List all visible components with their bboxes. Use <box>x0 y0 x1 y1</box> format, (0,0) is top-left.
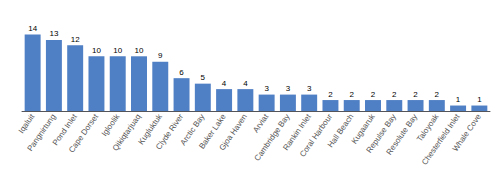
svg-text:Coral Harbour: Coral Harbour <box>298 112 334 159</box>
svg-text:Qikiqtarjuaq: Qikiqtarjuaq <box>111 112 143 152</box>
svg-text:Rankin Inlet: Rankin Inlet <box>281 112 313 153</box>
svg-text:Cape Dorset: Cape Dorset <box>67 112 101 155</box>
svg-text:3: 3 <box>264 84 269 93</box>
svg-text:Iqaluit: Iqaluit <box>17 112 37 135</box>
svg-text:Pangnirtung: Pangnirtung <box>25 112 57 153</box>
svg-text:2: 2 <box>392 90 397 99</box>
svg-text:2: 2 <box>350 90 355 99</box>
svg-text:Cambridge Bay: Cambridge Bay <box>253 112 292 162</box>
svg-text:Pond Inlet: Pond Inlet <box>50 112 79 148</box>
svg-text:Baker Lake: Baker Lake <box>197 112 228 151</box>
svg-text:2: 2 <box>328 90 333 99</box>
svg-text:Repulse Bay: Repulse Bay <box>364 112 398 155</box>
svg-text:6: 6 <box>179 68 184 77</box>
svg-text:10: 10 <box>113 46 122 55</box>
svg-text:5: 5 <box>201 73 206 82</box>
svg-text:Resolute Bay: Resolute Bay <box>385 112 420 156</box>
svg-text:4: 4 <box>222 79 227 88</box>
svg-text:Hall Beach: Hall Beach <box>326 112 356 149</box>
svg-text:Whale Cove: Whale Cove <box>451 112 484 153</box>
svg-text:1: 1 <box>477 95 482 104</box>
svg-text:2: 2 <box>371 90 376 99</box>
svg-text:Kugluktuk: Kugluktuk <box>136 112 164 147</box>
svg-text:1: 1 <box>456 95 461 104</box>
svg-text:Arctic Bay: Arctic Bay <box>178 112 207 148</box>
svg-text:10: 10 <box>135 46 144 55</box>
svg-text:Taloyoak: Taloyoak <box>415 112 441 144</box>
svg-text:14: 14 <box>28 24 37 33</box>
svg-text:Kugaaruk: Kugaaruk <box>349 112 377 146</box>
svg-text:Chesterfield Inlet: Chesterfield Inlet <box>420 112 462 167</box>
svg-text:Igloolik: Igloolik <box>100 112 122 138</box>
svg-text:13: 13 <box>49 29 58 38</box>
svg-text:4: 4 <box>243 79 248 88</box>
svg-text:Gjoa Haven: Gjoa Haven <box>217 112 249 152</box>
svg-text:2: 2 <box>413 90 418 99</box>
svg-text:Clyde River: Clyde River <box>154 112 185 151</box>
svg-text:3: 3 <box>307 84 312 93</box>
svg-text:10: 10 <box>92 46 101 55</box>
svg-text:12: 12 <box>71 35 80 44</box>
svg-text:Arviat: Arviat <box>251 112 271 135</box>
svg-text:3: 3 <box>286 84 291 93</box>
svg-text:2: 2 <box>435 90 440 99</box>
svg-text:9: 9 <box>158 51 163 60</box>
